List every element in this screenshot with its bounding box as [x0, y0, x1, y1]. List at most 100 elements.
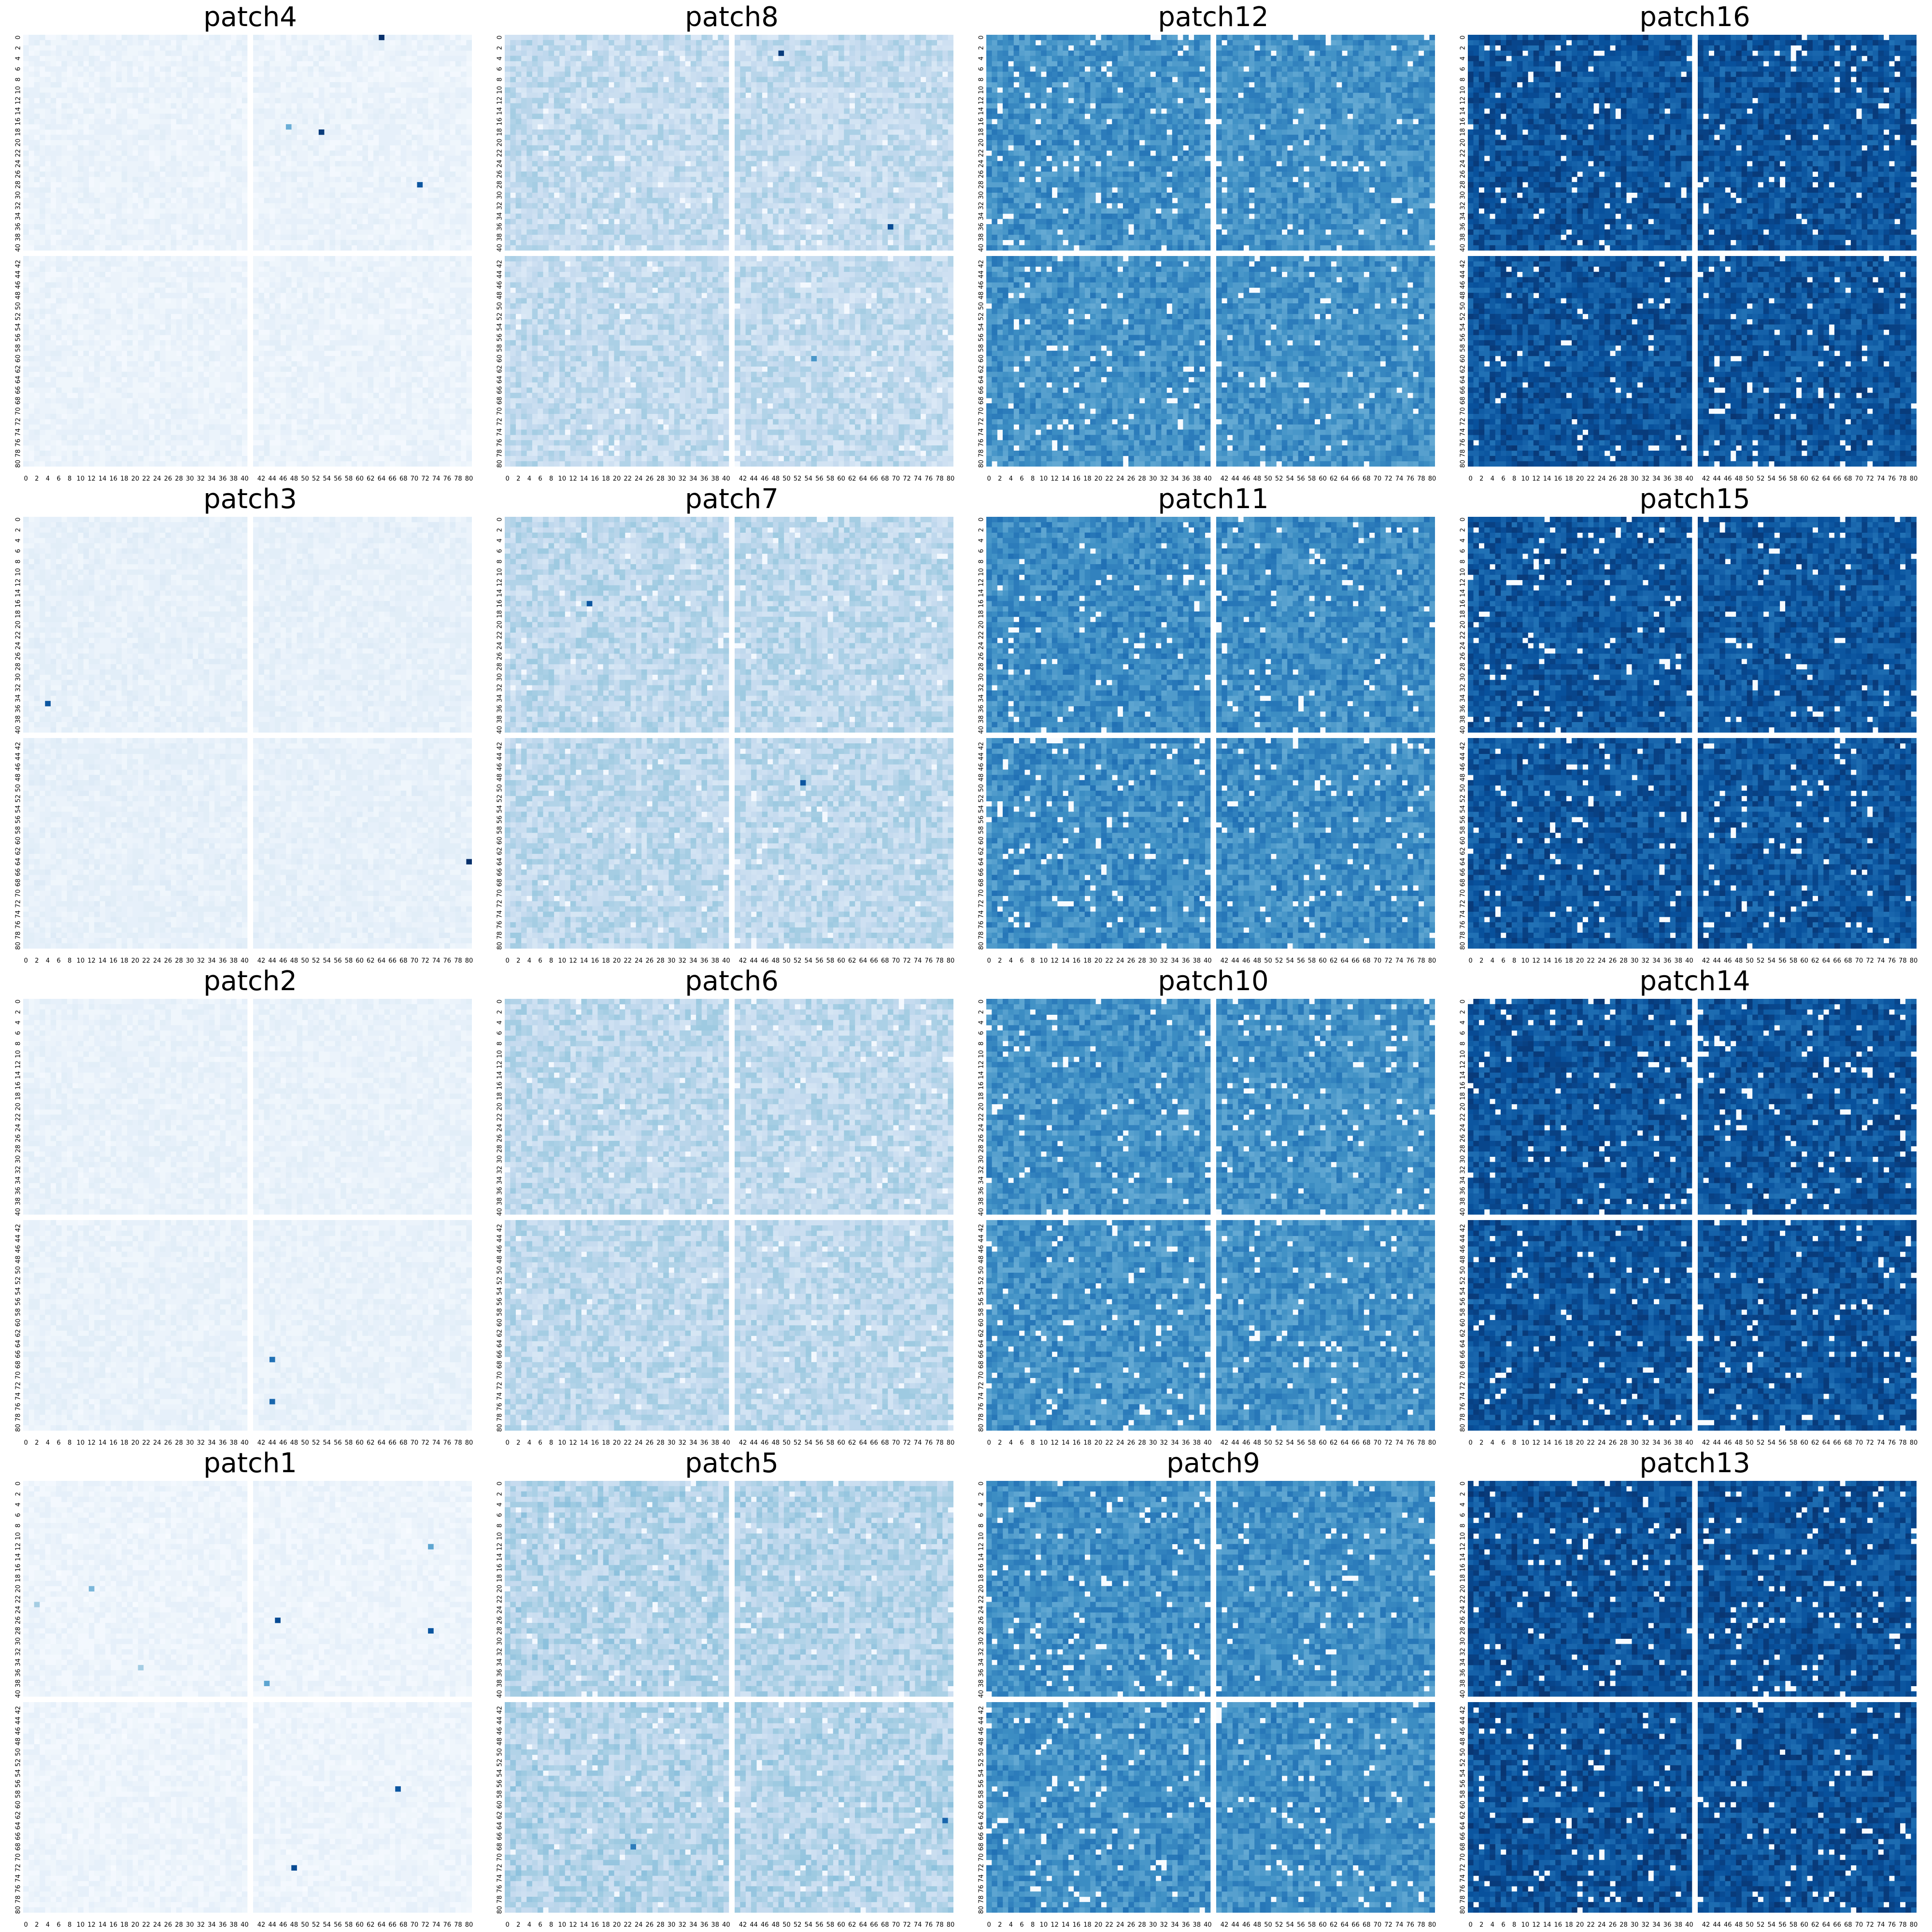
y-tick-label: 0: [15, 1481, 22, 1485]
y-tick-label: 68: [497, 1843, 504, 1851]
x-tick-label: 24: [1116, 1921, 1124, 1929]
y-tick-label: 40: [978, 726, 985, 734]
x-tick-label: 72: [1384, 1921, 1392, 1929]
x-tick-label: 68: [1844, 1921, 1852, 1929]
x-tick-label: 66: [870, 957, 878, 965]
x-tick-label: 54: [805, 957, 813, 965]
y-tick-label: 70: [1460, 1371, 1467, 1379]
y-tick-label: 74: [15, 1392, 22, 1401]
x-tick-label: 22: [624, 1921, 632, 1929]
y-tick-label: 60: [1460, 1319, 1467, 1327]
x-tick-label: 26: [164, 957, 172, 965]
y-tick-label: 64: [15, 858, 22, 866]
y-tick-label: 68: [15, 1361, 22, 1369]
x-tick-label: 52: [1757, 957, 1765, 965]
heatmap-cells: [986, 999, 1435, 1431]
x-tick-label: 12: [1051, 1921, 1059, 1929]
y-tick-label: 38: [1460, 1679, 1467, 1688]
y-tick-label: 22: [978, 631, 985, 639]
y-tick-label: 74: [15, 910, 22, 919]
y-tick-label: 10: [15, 1050, 22, 1058]
x-tick-label: 48: [772, 475, 780, 483]
y-tick-label: 24: [1460, 160, 1467, 168]
x-tick-label: 16: [1554, 475, 1562, 483]
x-tick-label: 48: [772, 1921, 780, 1929]
heatmap-cell-group: [505, 1481, 953, 1913]
y-tick-label: 68: [497, 1361, 504, 1369]
y-tick-label: 4: [497, 539, 504, 542]
y-tick-label: 48: [497, 1737, 504, 1746]
x-tick-label: 18: [120, 957, 128, 965]
x-tick-label: 58: [1790, 1439, 1798, 1447]
x-tick-label: 2: [35, 1921, 39, 1929]
x-tick-label: 12: [1532, 957, 1540, 965]
x-tick-label: 42: [1702, 475, 1710, 483]
x-tick-label: 74: [914, 1439, 922, 1447]
x-tick-label: 34: [208, 957, 216, 965]
y-tick-label: 36: [497, 705, 504, 713]
x-tick-label: 42: [1221, 1921, 1229, 1929]
y-tick-label: 54: [497, 1769, 504, 1777]
y-tick-label: 26: [1460, 1616, 1467, 1624]
y-tick-label: 80: [978, 942, 985, 950]
panel-title: patch15: [1639, 483, 1750, 515]
x-tick-label: 50: [782, 1921, 791, 1929]
x-tick-label: 8: [68, 1439, 71, 1447]
x-tick-label: 22: [1587, 475, 1595, 483]
panel-title: patch14: [1639, 966, 1750, 997]
y-tick-label: 64: [1460, 858, 1467, 866]
y-tick-label: 54: [15, 1287, 22, 1295]
y-tick-label: 40: [15, 1690, 22, 1698]
y-tick-label: 62: [1460, 365, 1467, 373]
heatmap-cell-group: [986, 35, 1435, 467]
y-tick-label: 58: [1460, 1790, 1467, 1798]
y-tick-label: 0: [1460, 1481, 1467, 1485]
x-tick-label: 14: [1062, 1439, 1070, 1447]
y-tick-label: 0: [1460, 999, 1467, 1003]
x-tick-label: 28: [175, 1439, 183, 1447]
x-tick-label: 20: [1094, 957, 1103, 965]
x-tick-label: 38: [1193, 1921, 1201, 1929]
x-tick-label: 42: [1221, 1439, 1229, 1447]
tick-labels: 0 2 4 6 8 10 12 14 16 18 20 22 24 26 28 30 32 34 36 38 40 42 4…: [497, 1481, 955, 1929]
y-tick-label: 48: [978, 291, 985, 299]
x-tick-label: 56: [815, 1921, 824, 1929]
x-tick-label: 26: [164, 475, 172, 483]
y-tick-label: 72: [497, 1864, 504, 1872]
y-tick-label: 80: [15, 460, 22, 468]
y-tick-label: 8: [1460, 77, 1467, 81]
x-tick-label: 70: [1855, 1921, 1863, 1929]
y-tick-label: 62: [1460, 1329, 1467, 1337]
x-tick-label: 44: [268, 475, 276, 483]
heatmap-cell-group: [986, 999, 1435, 1431]
x-tick-label: 12: [1532, 1921, 1540, 1929]
x-tick-label: 52: [794, 475, 802, 483]
x-tick-label: 10: [77, 1439, 85, 1447]
y-tick-label: 6: [15, 549, 22, 553]
x-tick-label: 72: [1866, 1439, 1874, 1447]
x-tick-label: 30: [1149, 1439, 1157, 1447]
x-tick-label: 74: [432, 475, 440, 483]
x-tick-label: 8: [1512, 957, 1516, 965]
x-tick-label: 58: [1790, 475, 1798, 483]
heatmap-cells: [505, 999, 953, 1431]
x-tick-label: 80: [1428, 957, 1436, 965]
x-tick-label: 32: [679, 1921, 687, 1929]
x-tick-label: 50: [1264, 957, 1272, 965]
x-tick-label: 62: [1811, 1921, 1819, 1929]
x-tick-label: 14: [99, 1921, 107, 1929]
tick-labels: 0 2 4 6 8 10 12 14 16 18 20 22 24 26 28 30 32 34 36 38 40 42 4…: [1460, 35, 1918, 483]
x-tick-label: 20: [1576, 957, 1584, 965]
x-tick-label: 24: [635, 1921, 643, 1929]
y-tick-label: 80: [15, 1424, 22, 1432]
x-tick-label: 72: [421, 1921, 429, 1929]
panel-title: patch7: [685, 483, 779, 515]
y-tick-label: 74: [1460, 1875, 1467, 1883]
x-tick-label: 20: [613, 475, 621, 483]
y-tick-label: 50: [1460, 1748, 1467, 1756]
x-tick-label: 68: [399, 957, 408, 965]
x-tick-label: 50: [301, 1439, 309, 1447]
heatmap-cell-group: [505, 35, 953, 467]
